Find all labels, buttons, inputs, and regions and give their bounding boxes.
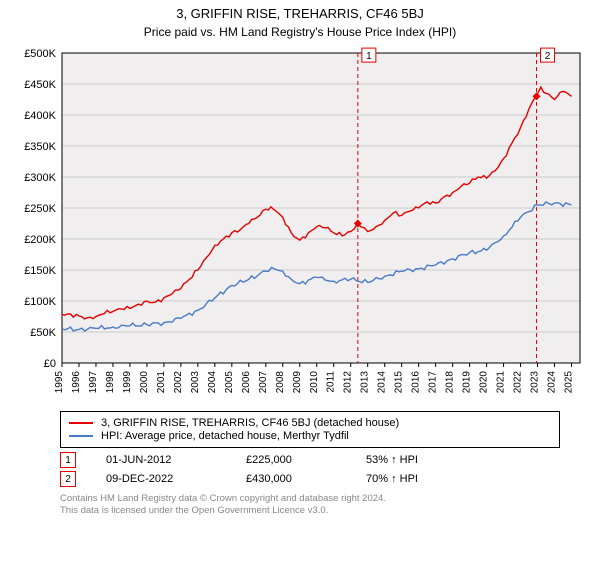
sale-date: 01-JUN-2012: [106, 454, 216, 466]
y-tick-label: £50K: [30, 327, 56, 339]
legend-swatch-hpi: [69, 435, 93, 437]
x-tick-label: 1995: [54, 371, 65, 394]
page-subtitle: Price paid vs. HM Land Registry's House …: [0, 25, 600, 39]
y-tick-label: £400K: [24, 110, 56, 122]
x-tick-label: 2015: [394, 371, 405, 394]
sale-marker-icon: 1: [60, 452, 76, 468]
x-tick-label: 2013: [360, 371, 371, 394]
x-tick-label: 2010: [309, 371, 320, 394]
x-tick-label: 2014: [377, 371, 388, 394]
sale-marker-icon: 2: [60, 471, 76, 487]
x-tick-label: 2018: [445, 371, 456, 394]
x-tick-label: 1996: [71, 371, 82, 394]
sale-row: 1 01-JUN-2012 £225,000 53% ↑ HPI: [60, 452, 600, 468]
y-tick-label: £0: [44, 358, 56, 370]
x-tick-label: 2017: [428, 371, 439, 394]
x-tick-label: 2003: [190, 371, 201, 394]
sale-vs-hpi: 70% ↑ HPI: [366, 473, 418, 485]
chart-svg: £0 £50K £100K £150K £200K £250K £300K £350K £400…: [10, 45, 590, 405]
sale-row: 2 09-DEC-2022 £430,000 70% ↑ HPI: [60, 471, 600, 487]
x-tick-label: 2020: [479, 371, 490, 394]
sale-date: 09-DEC-2022: [106, 473, 216, 485]
x-tick-label: 2023: [530, 371, 541, 394]
x-tick-label: 2024: [547, 371, 558, 394]
x-tick-label: 2004: [207, 371, 218, 394]
sale-marker-num: 2: [545, 51, 551, 62]
x-tick-label: 2002: [173, 371, 184, 394]
x-tick-label: 2007: [258, 371, 269, 394]
x-tick-label: 2000: [139, 371, 150, 394]
y-tick-label: £300K: [24, 172, 56, 184]
y-tick-label: £150K: [24, 265, 56, 277]
x-tick-label: 2021: [496, 371, 507, 394]
y-tick-label: £450K: [24, 79, 56, 91]
legend-item-property: 3, GRIFFIN RISE, TREHARRIS, CF46 5BJ (de…: [69, 417, 551, 429]
sale-price: £430,000: [246, 473, 336, 485]
page-title: 3, GRIFFIN RISE, TREHARRIS, CF46 5BJ: [0, 6, 600, 21]
sale-price: £225,000: [246, 454, 336, 466]
y-tick-label: £350K: [24, 141, 56, 153]
sale-vs-hpi: 53% ↑ HPI: [366, 454, 418, 466]
price-chart: £0 £50K £100K £150K £200K £250K £300K £350K £400…: [10, 45, 590, 405]
legend-swatch-property: [69, 422, 93, 424]
sale-marker-num: 1: [366, 51, 372, 62]
footer-line-1: Contains HM Land Registry data © Crown c…: [60, 493, 600, 505]
x-tick-label: 2009: [292, 371, 303, 394]
y-tick-label: £250K: [24, 203, 56, 215]
x-tick-label: 2011: [326, 371, 337, 393]
x-tick-label: 2008: [275, 371, 286, 394]
legend-label-property: 3, GRIFFIN RISE, TREHARRIS, CF46 5BJ (de…: [101, 417, 399, 429]
legend-item-hpi: HPI: Average price, detached house, Mert…: [69, 430, 551, 442]
y-tick-label: £100K: [24, 296, 56, 308]
legend-label-hpi: HPI: Average price, detached house, Mert…: [101, 430, 349, 442]
x-tick-label: 1997: [88, 371, 99, 394]
x-tick-label: 2005: [224, 371, 235, 394]
x-tick-label: 2016: [411, 371, 422, 394]
x-tick-label: 2019: [462, 371, 473, 394]
x-tick-label: 2022: [513, 371, 524, 394]
footer-line-2: This data is licensed under the Open Gov…: [60, 505, 600, 517]
x-tick-label: 2001: [156, 371, 167, 394]
x-tick-label: 1998: [105, 371, 116, 394]
x-tick-label: 1999: [122, 371, 133, 394]
y-tick-label: £200K: [24, 234, 56, 246]
y-tick-label: £500K: [24, 48, 56, 60]
x-tick-label: 2012: [343, 371, 354, 394]
x-tick-label: 2006: [241, 371, 252, 394]
legend: 3, GRIFFIN RISE, TREHARRIS, CF46 5BJ (de…: [60, 411, 560, 448]
x-tick-label: 2025: [564, 371, 575, 394]
footer: Contains HM Land Registry data © Crown c…: [60, 493, 600, 518]
